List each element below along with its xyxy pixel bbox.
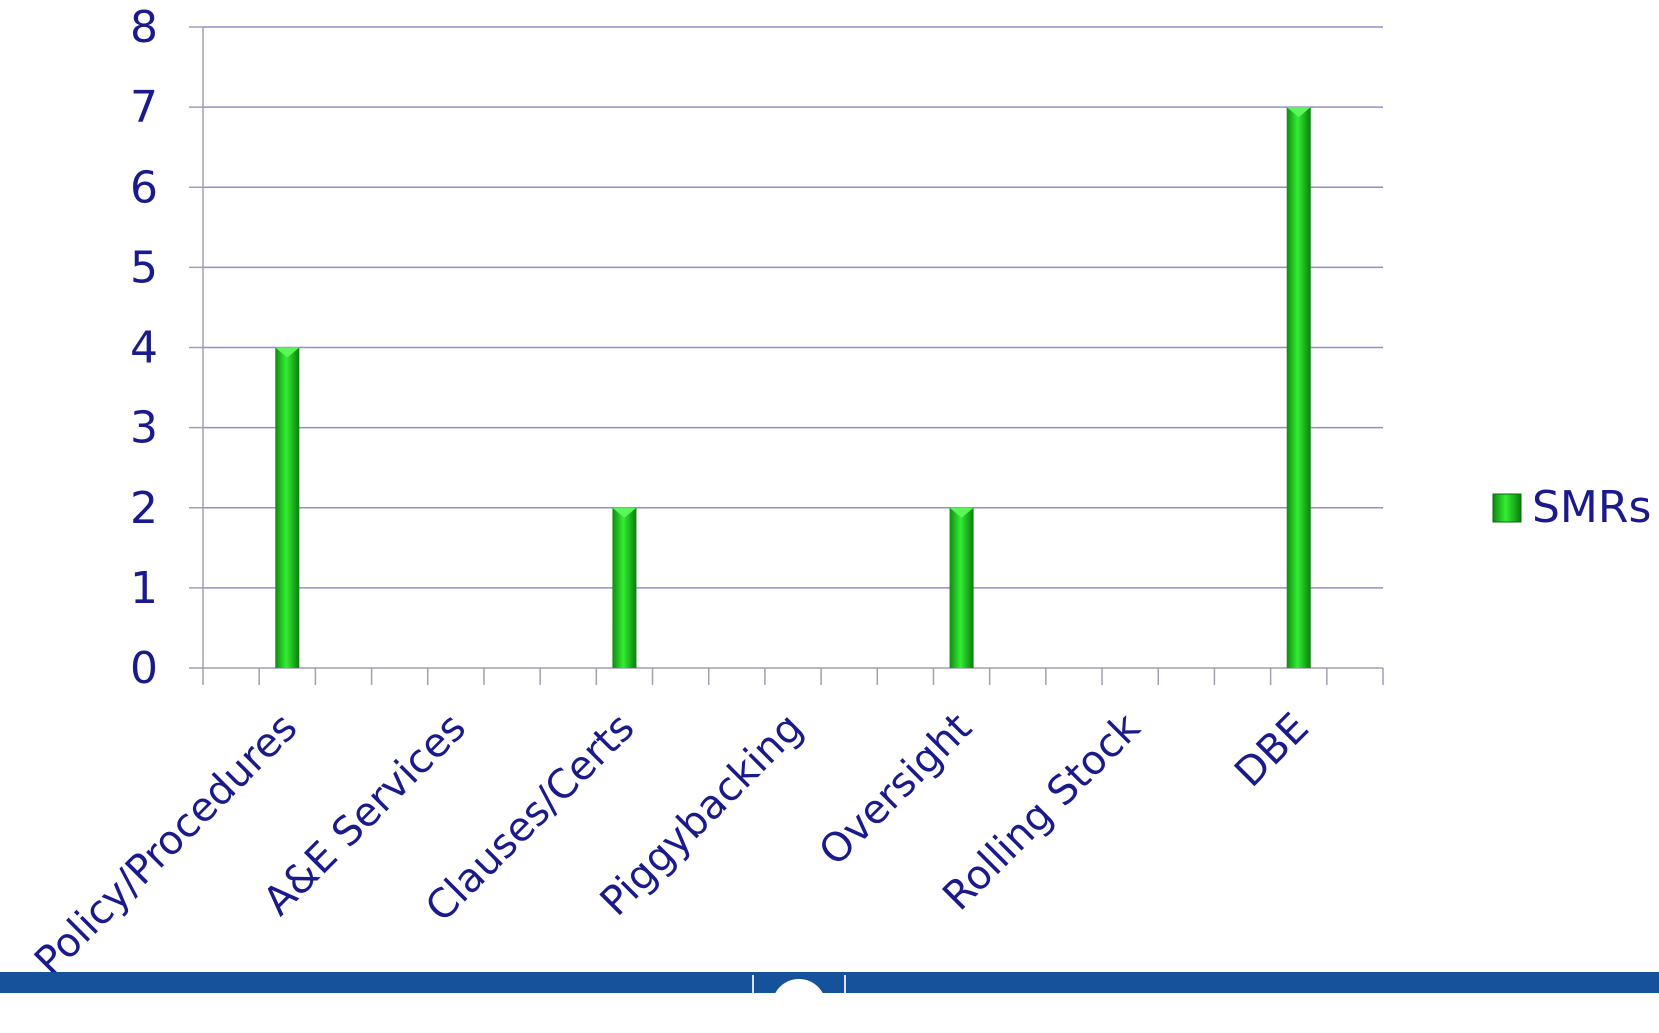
x-category-label: DBE [1226, 705, 1318, 797]
y-tick-label: 2 [130, 483, 158, 534]
bar-top-bevel [612, 507, 637, 518]
y-tick-label: 0 [130, 643, 158, 694]
gridlines [203, 26, 1383, 589]
y-tick-label: 8 [130, 2, 158, 53]
bar-top-bevel [1286, 107, 1311, 118]
y-tick-label: 5 [130, 242, 158, 293]
legend-label-smrs: SMRs [1532, 482, 1651, 533]
legend-swatch-smrs [1492, 493, 1522, 523]
bar-oversight [949, 507, 974, 668]
bar-dbe [1286, 107, 1311, 668]
footer-bar [0, 972, 1659, 993]
x-category-label: Oversight [811, 705, 981, 875]
logo-emblem-icon [772, 979, 826, 1033]
y-tick-label: 7 [130, 82, 158, 133]
bar-clauses-certs [612, 507, 637, 668]
legend: SMRs [1492, 482, 1651, 533]
y-tick-labels: 0 1 2 3 4 5 6 7 8 [130, 2, 158, 694]
y-tick-label: 4 [130, 323, 158, 374]
bar-top-bevel [949, 507, 974, 518]
bar-top-bevel [275, 347, 300, 358]
axes [189, 26, 1384, 685]
footer-logo [752, 975, 846, 1033]
bar-policy-procedures [275, 347, 300, 668]
y-tick-label: 3 [130, 403, 158, 454]
y-tick-label: 6 [130, 162, 158, 213]
y-tick-label: 1 [130, 563, 158, 614]
bars [275, 107, 1311, 668]
x-category-label: Policy/Procedures [26, 705, 306, 985]
